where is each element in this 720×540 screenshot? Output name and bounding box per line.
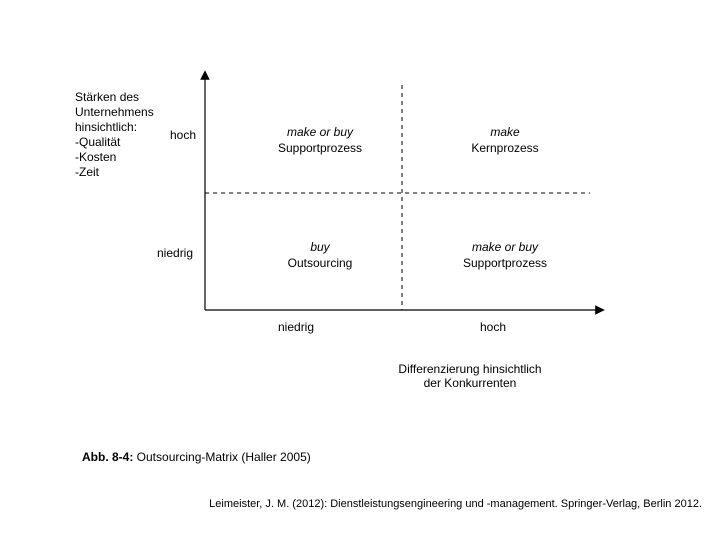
quadrant-name: Kernprozess [440, 141, 570, 157]
y-tick-high: hoch [170, 128, 196, 142]
diagram-canvas: Stärken desUnternehmenshinsichtlich:-Qua… [0, 0, 720, 540]
quadrant-decision: make or buy [255, 125, 385, 141]
figure-caption: Abb. 8-4: Outsourcing-Matrix (Haller 200… [82, 450, 311, 464]
quadrant-bottom-right: make or buy Supportprozess [440, 240, 570, 271]
quadrant-name: Outsourcing [255, 256, 385, 272]
x-tick-high: hoch [480, 320, 506, 334]
quadrant-bottom-left: buy Outsourcing [255, 240, 385, 271]
quadrant-top-left: make or buy Supportprozess [255, 125, 385, 156]
quadrant-name: Supportprozess [440, 256, 570, 272]
quadrant-top-right: make Kernprozess [440, 125, 570, 156]
quadrant-decision: make [440, 125, 570, 141]
quadrant-decision: buy [255, 240, 385, 256]
caption-number: Abb. 8-4: [82, 450, 133, 464]
caption-text: Outsourcing-Matrix (Haller 2005) [133, 450, 310, 464]
quadrant-name: Supportprozess [255, 141, 385, 157]
y-tick-low: niedrig [157, 246, 193, 260]
citation: Leimeister, J. M. (2012): Dienstleistung… [209, 498, 702, 510]
x-axis-label: Differenzierung hinsichtlichder Konkurre… [360, 362, 580, 390]
x-tick-low: niedrig [278, 320, 314, 334]
quadrant-decision: make or buy [440, 240, 570, 256]
y-axis-label: Stärken desUnternehmenshinsichtlich:-Qua… [75, 90, 185, 180]
